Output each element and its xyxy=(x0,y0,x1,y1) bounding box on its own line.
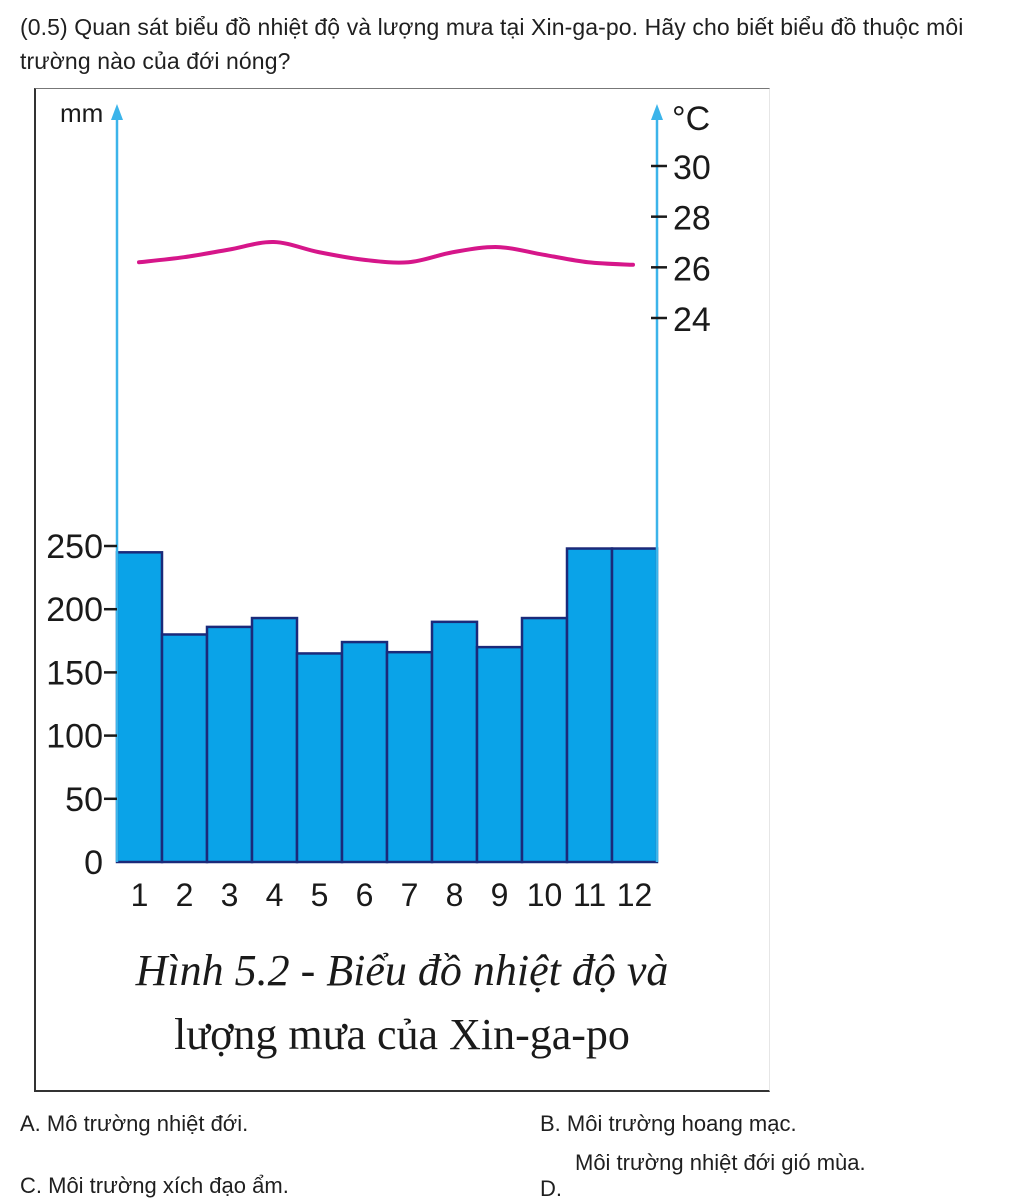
month-label-1: 1 xyxy=(131,877,149,913)
bar-month-6 xyxy=(340,640,389,864)
month-label-2: 2 xyxy=(176,877,194,913)
month-label-4: 4 xyxy=(266,877,284,913)
chart-frame xyxy=(34,88,770,1092)
option-d-letter[interactable]: D. xyxy=(540,1176,562,1201)
bar-month-5 xyxy=(295,652,344,864)
right-tick-label-30: 30 xyxy=(673,149,711,187)
bar-month-9 xyxy=(475,645,524,864)
month-label-3: 3 xyxy=(221,877,239,913)
right-tick-label-26: 26 xyxy=(673,250,711,288)
option-d-text[interactable]: Môi trường nhiệt đới gió mùa. xyxy=(575,1150,866,1175)
bar-month-8 xyxy=(430,620,479,864)
bar-month-3 xyxy=(205,625,254,864)
bar-month-11 xyxy=(565,547,614,864)
right-axis-unit: °C xyxy=(672,100,710,138)
month-label-7: 7 xyxy=(401,877,419,913)
option-a[interactable]: A. Mô trường nhiệt đới. xyxy=(20,1111,249,1136)
bar-month-1 xyxy=(115,551,164,864)
left-tick-label-50: 50 xyxy=(65,781,103,819)
left-tick-label-250: 250 xyxy=(46,528,103,566)
month-label-10: 10 xyxy=(527,877,563,913)
left-tick-label-0: 0 xyxy=(84,844,103,882)
right-tick-label-28: 28 xyxy=(673,200,711,238)
bar-month-4 xyxy=(250,616,299,864)
month-label-8: 8 xyxy=(446,877,464,913)
left-tick-label-100: 100 xyxy=(46,718,103,756)
right-axis-arrow xyxy=(651,104,663,120)
right-tick-label-24: 24 xyxy=(673,301,711,339)
left-axis-unit: mm xyxy=(60,98,103,128)
bar-month-12 xyxy=(610,547,659,864)
month-label-5: 5 xyxy=(311,877,329,913)
bar-month-10 xyxy=(520,616,569,864)
figure-caption-line-2: lượng mưa của Xin-ga-po xyxy=(174,1010,630,1059)
left-axis-arrow xyxy=(111,104,123,120)
option-b[interactable]: B. Môi trường hoang mạc. xyxy=(540,1111,797,1136)
month-label-6: 6 xyxy=(356,877,374,913)
figure-caption-line-1: Hình 5.2 - Biểu đồ nhiệt độ và xyxy=(135,946,669,995)
month-label-9: 9 xyxy=(491,877,509,913)
bar-month-2 xyxy=(160,633,209,864)
option-c[interactable]: C. Môi trường xích đạo ẩm. xyxy=(20,1173,289,1198)
question-text: (0.5) Quan sát biểu đồ nhiệt độ và lượng… xyxy=(20,14,964,74)
bar-month-7 xyxy=(385,650,434,864)
left-tick-label-150: 150 xyxy=(46,654,103,692)
month-label-11: 11 xyxy=(573,877,606,913)
temperature-line xyxy=(137,239,635,267)
left-tick-label-200: 200 xyxy=(46,591,103,629)
month-label-12: 12 xyxy=(617,877,653,913)
